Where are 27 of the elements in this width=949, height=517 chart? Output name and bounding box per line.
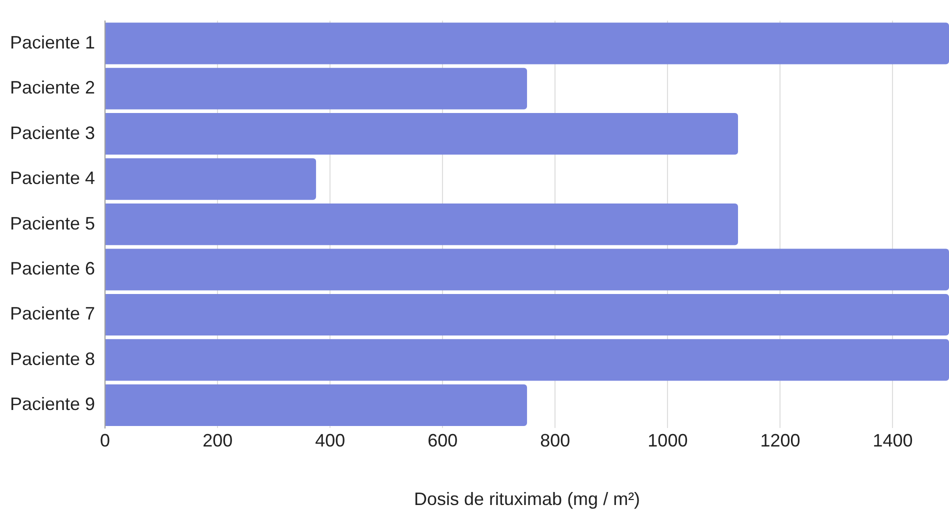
bar bbox=[106, 22, 949, 64]
y-tick-label: Paciente 4 bbox=[10, 168, 96, 188]
x-tick-label: 0 bbox=[100, 430, 110, 451]
x-tick-label: 400 bbox=[315, 430, 346, 451]
y-tick-label: Paciente 3 bbox=[10, 122, 96, 143]
y-tick-label: Paciente 6 bbox=[10, 258, 96, 278]
x-tick-label: 200 bbox=[202, 430, 233, 451]
bar bbox=[106, 158, 316, 200]
x-tick-label: 1200 bbox=[760, 430, 800, 451]
bar bbox=[106, 204, 738, 246]
x-tick-label: 1400 bbox=[872, 430, 913, 451]
x-tick-label: 800 bbox=[540, 430, 570, 451]
bar bbox=[106, 113, 738, 155]
bar bbox=[106, 68, 528, 110]
x-axis-title: Dosis de rituximab (mg / m²) bbox=[414, 489, 640, 510]
bar bbox=[106, 339, 949, 381]
y-tick-label: Paciente 9 bbox=[10, 394, 96, 414]
bar bbox=[106, 248, 949, 290]
y-tick-label: Paciente 5 bbox=[10, 213, 96, 234]
y-tick-label: Paciente 7 bbox=[10, 304, 96, 324]
x-tick-label: 1000 bbox=[648, 430, 688, 451]
y-tick-label: Paciente 2 bbox=[10, 78, 96, 98]
bar bbox=[106, 294, 949, 336]
bar bbox=[106, 384, 528, 426]
x-tick-label: 600 bbox=[428, 430, 458, 451]
y-tick-label: Paciente 1 bbox=[10, 32, 96, 52]
y-tick-label: Paciente 8 bbox=[10, 348, 96, 369]
